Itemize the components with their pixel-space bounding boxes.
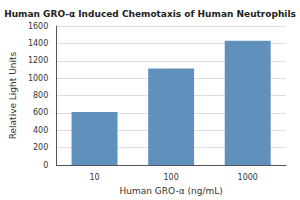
svg-text:10: 10 [89,173,99,182]
svg-text:Human GRO-α Induced Chemotaxis: Human GRO-α Induced Chemotaxis of Human … [4,9,296,19]
svg-text:1000: 1000 [28,74,48,83]
svg-text:1000: 1000 [238,173,258,182]
svg-text:1600: 1600 [28,22,48,31]
svg-text:600: 600 [33,108,48,117]
svg-text:0: 0 [43,161,48,170]
svg-text:200: 200 [33,143,48,152]
svg-text:800: 800 [33,91,48,100]
svg-text:100: 100 [163,173,178,182]
svg-text:Relative Light Units: Relative Light Units [8,52,18,140]
svg-text:400: 400 [33,126,48,135]
svg-text:1400: 1400 [28,39,48,48]
svg-text:Human GRO-α (ng/mL): Human GRO-α (ng/mL) [120,186,223,196]
svg-text:1200: 1200 [28,56,48,65]
